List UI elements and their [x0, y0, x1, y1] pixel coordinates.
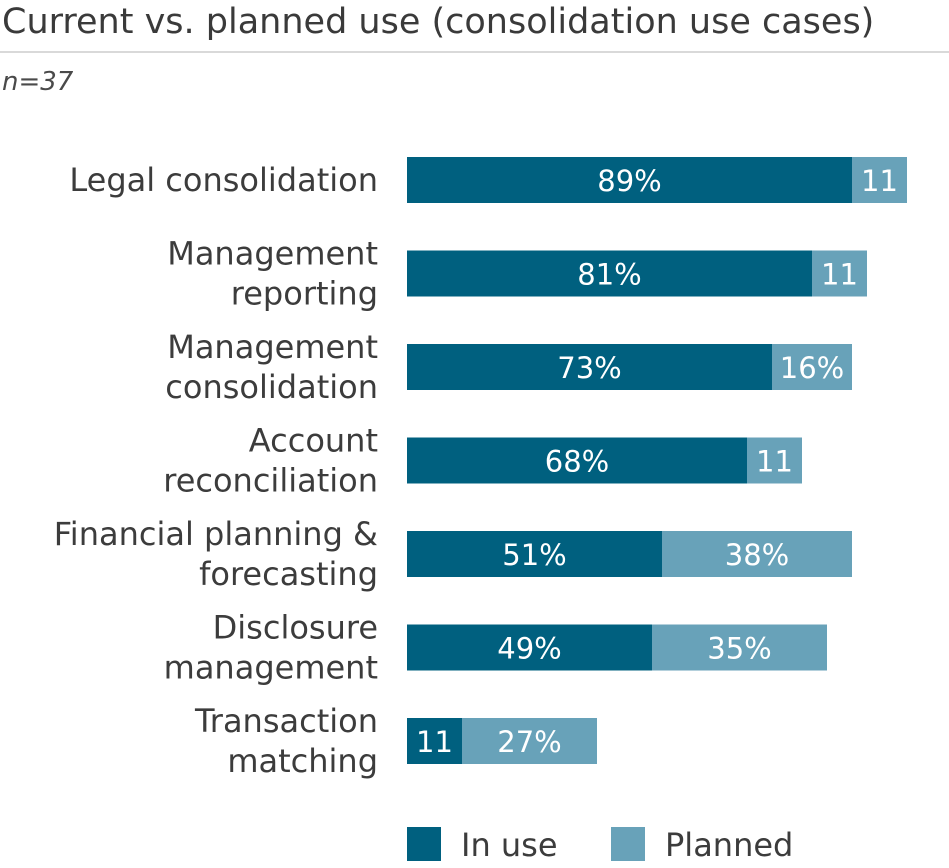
bar-segment-planned — [772, 344, 852, 390]
bar-segment-in-use — [407, 531, 662, 577]
bar-segment-in-use — [407, 157, 852, 203]
data-label: 11 — [416, 725, 453, 759]
category-label-line: Disclosure — [213, 609, 378, 647]
bar-segment-planned — [852, 157, 907, 203]
category-label: Financial planning & forecasting — [54, 515, 378, 593]
category-label-line: Transaction — [194, 702, 378, 740]
data-label: 89% — [597, 164, 661, 198]
category-label-line: management — [164, 649, 378, 687]
bar-segment-in-use — [407, 344, 772, 390]
category-label: Management reporting — [167, 235, 378, 313]
data-label: 51% — [502, 538, 566, 572]
data-label: 16% — [780, 351, 844, 385]
chart-title: Current vs. planned use (consolidation u… — [2, 2, 875, 42]
data-label: 38% — [725, 538, 789, 572]
category-label-line: consolidation — [165, 368, 378, 406]
data-label: 27% — [497, 725, 561, 759]
chart-subtitle: n=37 — [2, 67, 74, 97]
legend-swatch — [407, 827, 441, 861]
bar-segment-planned — [662, 531, 852, 577]
bar-segment-planned — [652, 624, 827, 671]
category-label: Legal consolidation — [69, 161, 378, 199]
category-label-line: reporting — [231, 275, 378, 313]
category-label-line: forecasting — [199, 555, 378, 593]
bar-segment-in-use — [407, 437, 747, 484]
data-label: 68% — [545, 445, 609, 479]
data-label: 81% — [577, 258, 641, 292]
bar-segment-in-use — [407, 718, 462, 764]
data-label: 11 — [821, 258, 858, 292]
legend-label: In use — [461, 826, 558, 864]
data-label: 49% — [497, 632, 561, 666]
category-label: Transaction matching — [194, 702, 378, 780]
bar-segment-planned — [747, 437, 802, 484]
category-label: Disclosure management — [164, 609, 378, 687]
category-label-line: matching — [227, 742, 378, 780]
bar-segment-planned — [462, 718, 597, 764]
legend-swatch — [611, 827, 645, 861]
category-label-line: Legal consolidation — [69, 161, 378, 199]
category-label-line: Financial planning & — [54, 515, 378, 553]
category-label-line: Management — [167, 328, 378, 366]
legend-label: Planned — [665, 826, 793, 864]
bar-segment-in-use — [407, 250, 812, 297]
category-label-line: Account — [249, 422, 378, 460]
category-label: Account reconciliation — [163, 422, 378, 500]
bar-segment-planned — [812, 250, 867, 297]
data-label: 35% — [707, 632, 771, 666]
data-label: 11 — [861, 164, 898, 198]
data-label: 11 — [756, 445, 793, 479]
category-label-line: reconciliation — [163, 462, 378, 500]
category-label-line: Management — [167, 235, 378, 273]
title-divider — [0, 51, 949, 53]
bar-segment-in-use — [407, 624, 652, 671]
category-label: Management consolidation — [165, 328, 378, 406]
data-label: 73% — [557, 351, 621, 385]
